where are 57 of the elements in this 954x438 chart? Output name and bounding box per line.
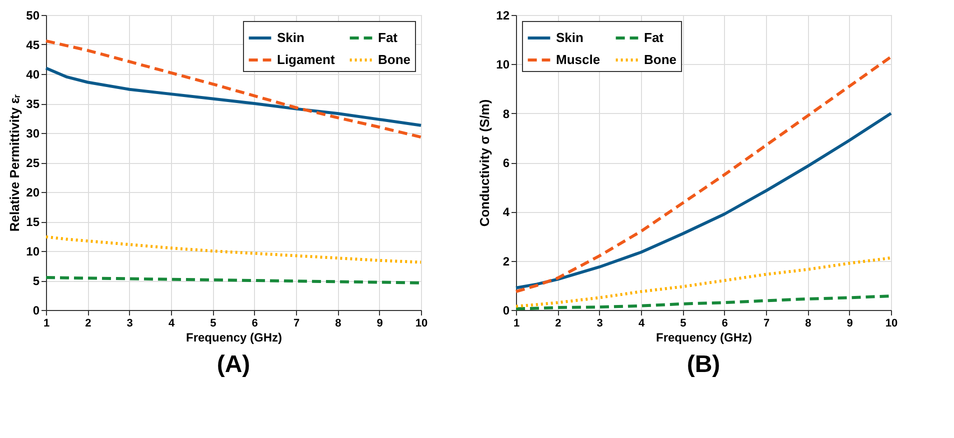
- x-tick-label: 10: [885, 318, 898, 330]
- x-tick-label: 4: [638, 318, 646, 330]
- x-tick-label: 4: [168, 318, 176, 330]
- text: (B): [686, 351, 720, 378]
- y-tick-label: 6: [502, 156, 510, 170]
- y-tick-label: 2: [502, 254, 510, 268]
- y-tick-label: 10: [26, 244, 40, 258]
- y-tick-label: 4: [502, 205, 510, 220]
- x-tick-label: 7: [763, 318, 770, 330]
- legend-label: Bone: [644, 52, 676, 67]
- y-tick-label: 12: [496, 8, 510, 22]
- y-axis-title: Relative Permittivity εᵣ: [7, 94, 22, 232]
- x-axis-title: Frequency (GHz): [656, 330, 752, 344]
- legend-label: Fat: [644, 30, 664, 45]
- y-tick-label: 50: [26, 8, 40, 22]
- x-axis-title: Frequency (GHz): [186, 330, 282, 344]
- x-tick-label: 3: [596, 318, 603, 330]
- y-axis-title: Conductivity σ (S/m): [477, 99, 492, 227]
- x-tick-label: 5: [680, 318, 686, 330]
- y-tick-label: 20: [26, 186, 40, 200]
- legend-label: Skin: [556, 30, 584, 45]
- x-tick-label: 5: [210, 318, 216, 330]
- line-series: [514, 55, 892, 294]
- line-series: [514, 256, 892, 308]
- y-tick-label: 40: [26, 68, 40, 82]
- y-tick-label: 5: [32, 274, 40, 288]
- line-series: [514, 112, 892, 290]
- x-tick-label: 1: [513, 318, 520, 330]
- y-tick-label: 10: [496, 58, 510, 72]
- x-tick-label: 9: [376, 318, 383, 330]
- x-tick-label: 10: [415, 318, 428, 330]
- y-tick-label: 0: [32, 304, 40, 318]
- text: (A): [216, 351, 250, 378]
- y-tick-label: 25: [26, 156, 40, 170]
- legend-label: Bone: [378, 52, 410, 67]
- y-tick-label: 0: [502, 304, 510, 318]
- legend-label: Skin: [277, 30, 305, 45]
- x-tick-label: 7: [293, 318, 300, 330]
- x-tick-label: 6: [722, 318, 728, 330]
- y-tick-label: 8: [502, 106, 510, 121]
- y-tick-label: 30: [26, 126, 40, 140]
- y-tick-label: 45: [26, 38, 40, 52]
- x-tick-label: 8: [805, 318, 812, 330]
- x-tick-label: 6: [252, 318, 258, 330]
- x-tick-label: 2: [85, 318, 92, 330]
- y-tick-label: 35: [26, 97, 40, 111]
- x-tick-label: 9: [846, 318, 853, 330]
- legend-label: Ligament: [277, 52, 336, 67]
- legend-label: Fat: [378, 30, 398, 45]
- x-tick-label: 1: [43, 318, 50, 330]
- x-tick-label: 2: [555, 318, 562, 330]
- legend-label: Muscle: [556, 52, 600, 67]
- x-tick-label: 3: [126, 318, 133, 330]
- line-series: [44, 66, 422, 127]
- line-series: [44, 235, 422, 264]
- y-tick-label: 15: [26, 215, 40, 229]
- x-tick-label: 8: [335, 318, 342, 330]
